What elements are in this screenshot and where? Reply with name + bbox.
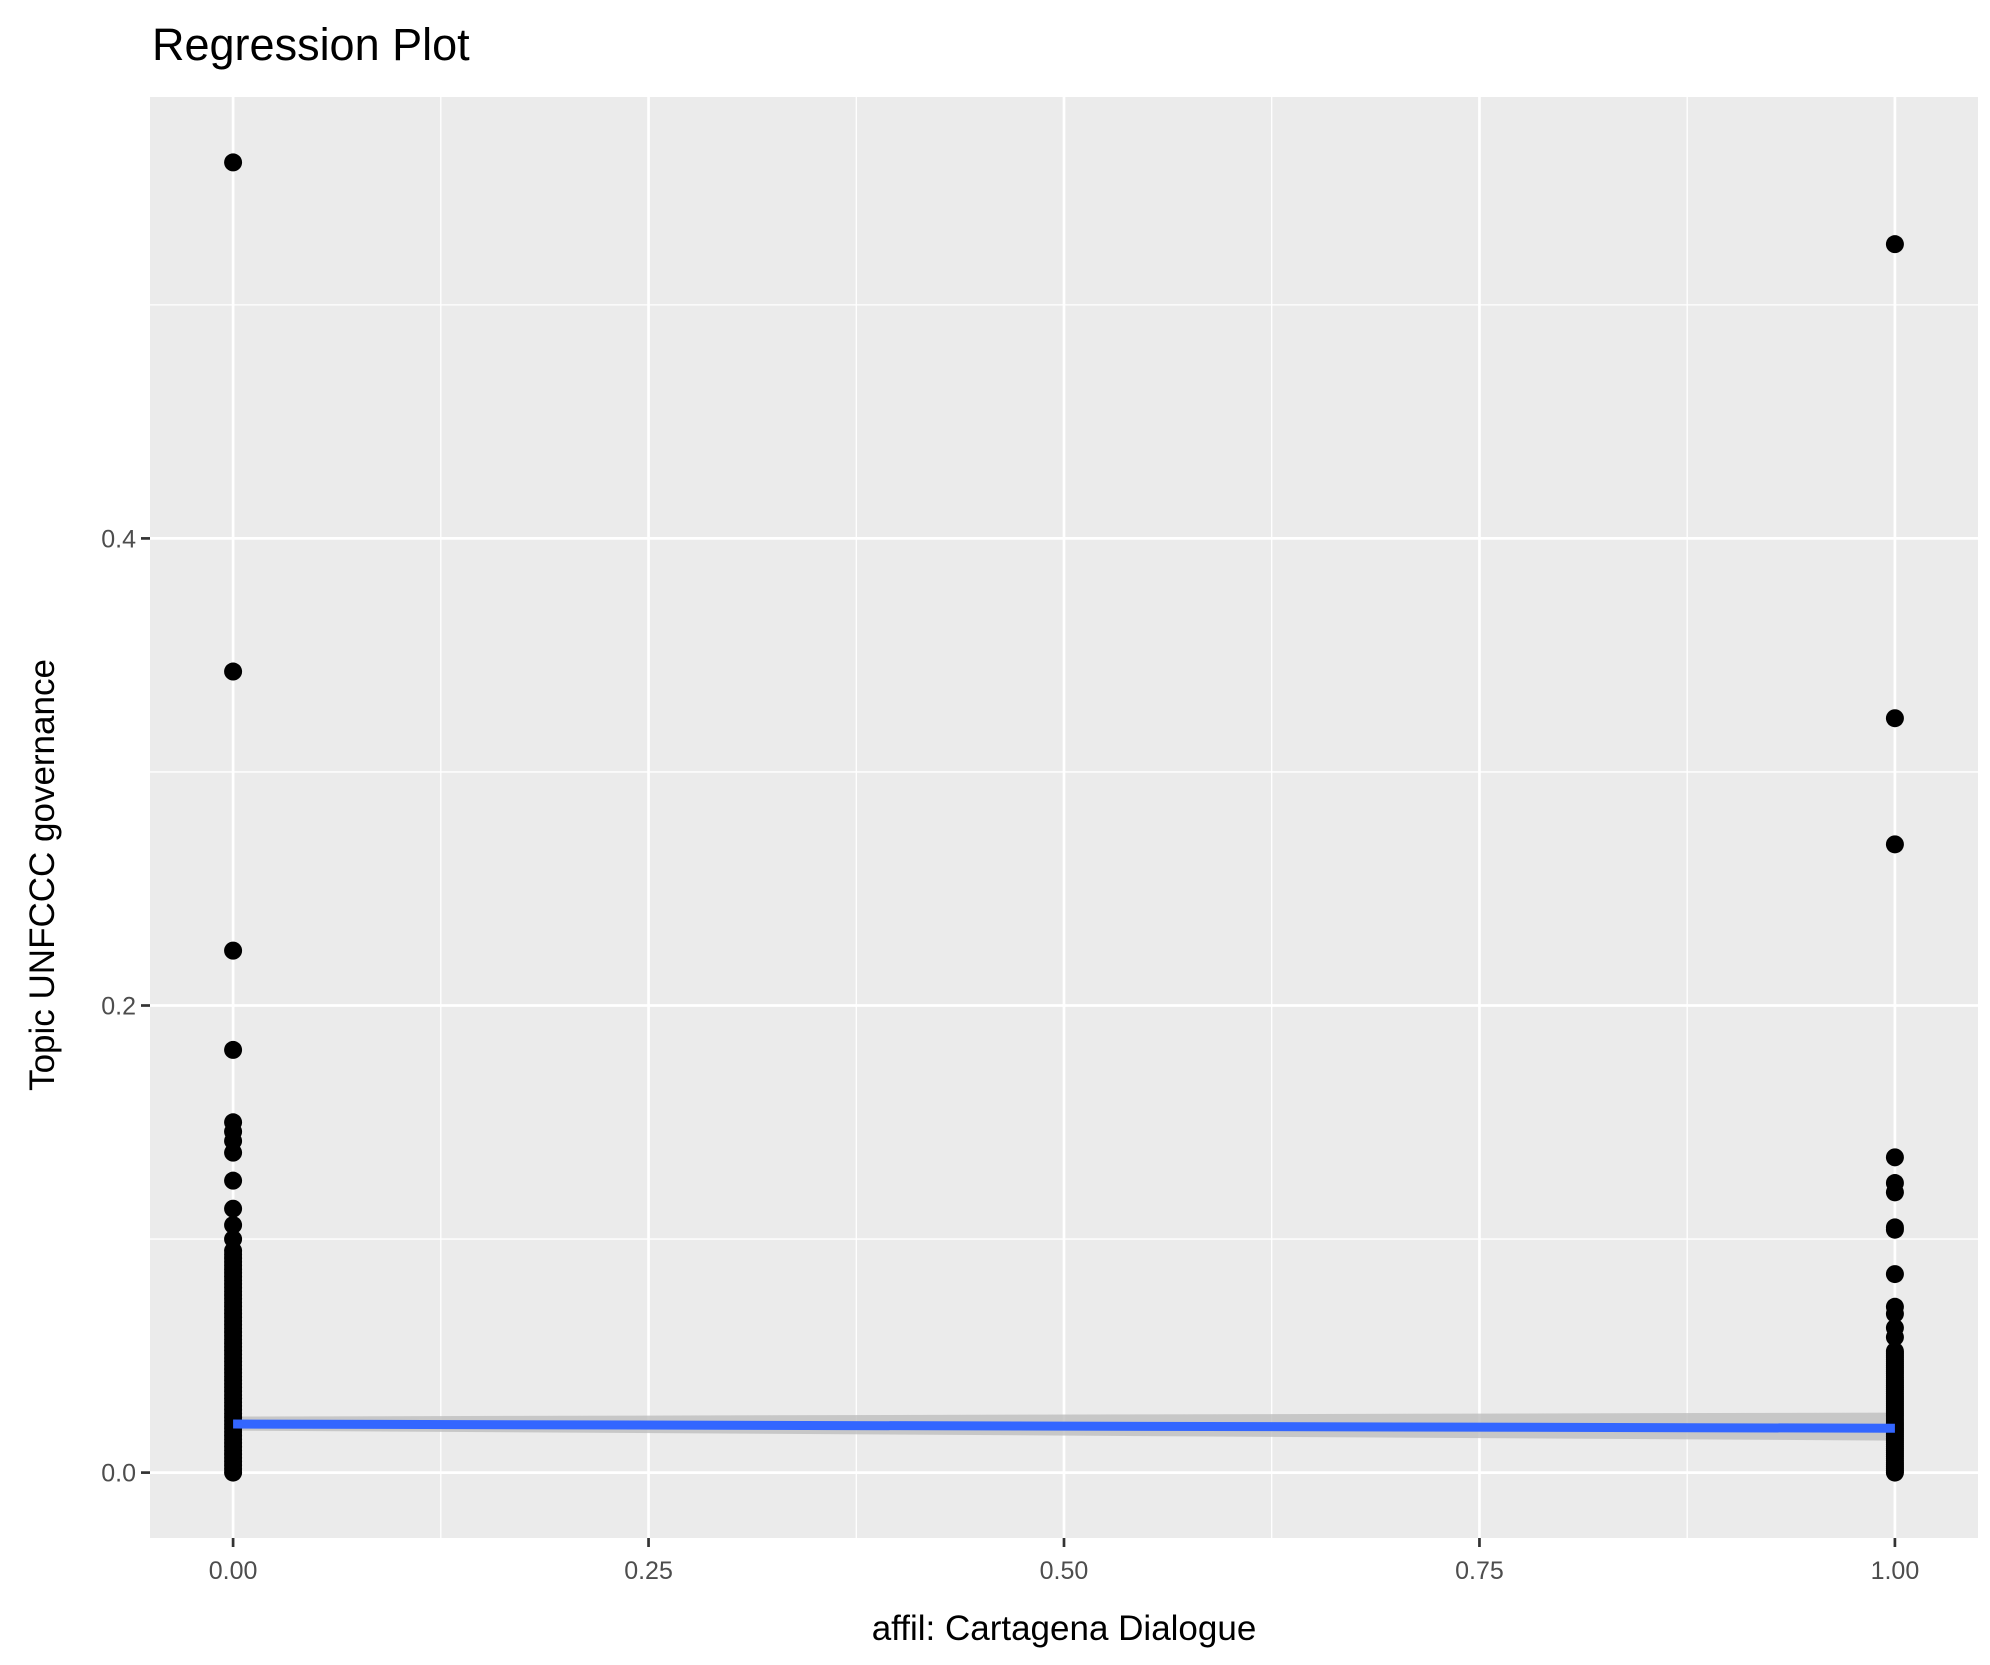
data-point [224, 153, 243, 172]
data-point [224, 1040, 243, 1059]
points [224, 153, 1904, 1482]
x-tick-label: 0.50 [1040, 1557, 1089, 1585]
data-point [224, 662, 243, 681]
data-point [1885, 835, 1904, 854]
y-tick-label: 0.2 [101, 993, 136, 1021]
data-point [1885, 235, 1904, 254]
data-point [1885, 1328, 1904, 1347]
data-point [1885, 1220, 1904, 1239]
x-axis-label: affil: Cartagena Dialogue [872, 1609, 1257, 1648]
x-tick-label: 0.00 [209, 1557, 258, 1585]
regression-line-group [233, 1419, 1895, 1433]
data-point [224, 941, 243, 960]
y-axis-label: Topic UNFCCC governance [23, 659, 62, 1091]
x-tick-label: 1.00 [1871, 1557, 1920, 1585]
grid [150, 97, 1978, 1538]
data-point [1885, 1342, 1904, 1361]
data-point [1885, 1148, 1904, 1167]
axes: 0.00 0.25 0.50 0.75 1.00 0.0 0.2 0.4 [101, 525, 1919, 1585]
data-point [224, 1199, 243, 1218]
data-point [1885, 1304, 1904, 1323]
data-point [1885, 1265, 1904, 1284]
y-tick-label: 0.4 [101, 525, 136, 553]
data-point [224, 1171, 243, 1190]
data-point [1885, 1183, 1904, 1202]
y-tick-label: 0.0 [101, 1460, 136, 1488]
regression-line [233, 1419, 1895, 1433]
data-point [224, 1143, 243, 1162]
data-point [224, 1216, 243, 1235]
chart-title: Regression Plot [152, 19, 470, 70]
data-point [224, 1241, 243, 1260]
data-point [1885, 709, 1904, 728]
x-tick-label: 0.25 [624, 1557, 673, 1585]
x-tick-label: 0.75 [1455, 1557, 1504, 1585]
